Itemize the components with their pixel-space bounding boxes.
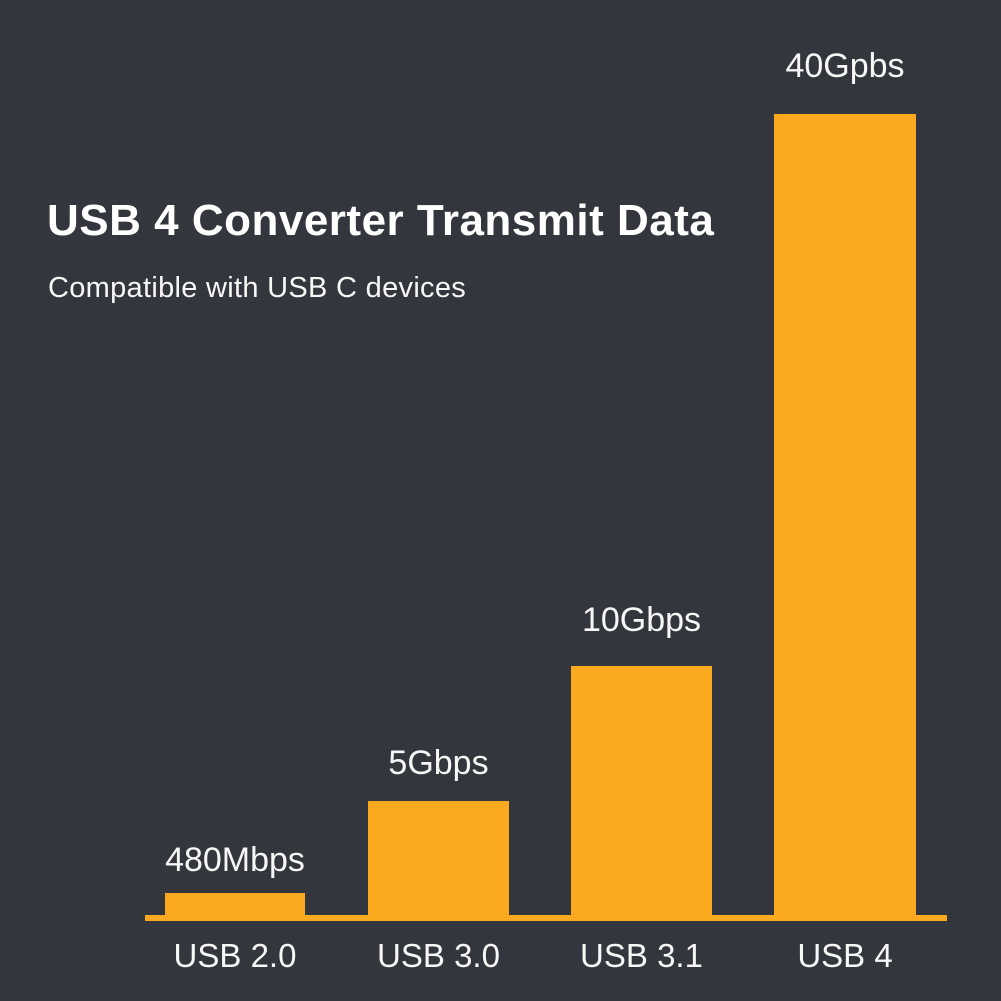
bar-usb-2-0 <box>165 893 305 915</box>
category-label-usb-3-0: USB 3.0 <box>377 937 500 974</box>
chart-subtitle: Compatible with USB C devices <box>48 272 467 304</box>
category-label-usb-3-1: USB 3.1 <box>580 937 703 974</box>
value-label-usb-3-1: 10Gbps <box>581 601 702 639</box>
bar-usb-3-1 <box>571 666 712 915</box>
value-label-usb-3-0: 5Gbps <box>388 744 489 782</box>
value-label-usb-2-0: 480Mbps <box>165 841 305 879</box>
chart-title: USB 4 Converter Transmit Data <box>47 196 715 245</box>
category-label-usb-4: USB 4 <box>797 937 893 974</box>
bar-usb-4 <box>774 114 916 915</box>
bar-usb-3-0 <box>368 801 509 915</box>
value-label-usb-4: 40Gpbs <box>785 47 905 85</box>
category-label-usb-2-0: USB 2.0 <box>173 937 297 974</box>
x-axis-line <box>145 915 947 921</box>
